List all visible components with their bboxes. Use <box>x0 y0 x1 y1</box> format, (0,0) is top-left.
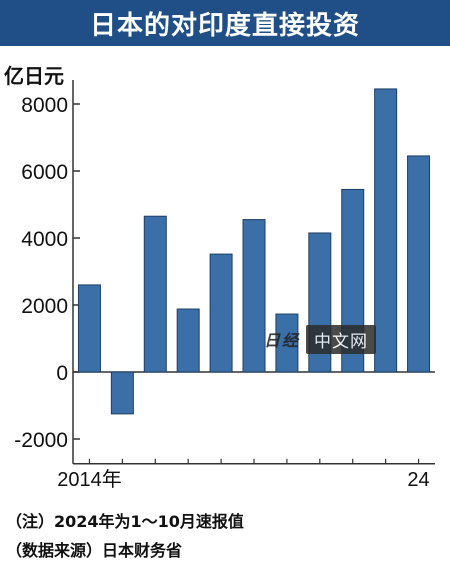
bar <box>374 88 398 373</box>
bar <box>209 253 233 373</box>
tick-labels: -2000 0 2000 4000 6000 8000 2014年 24 <box>14 94 429 490</box>
y-tick-label: 6000 <box>21 161 68 184</box>
watermark: 日经 中文网 <box>258 324 423 354</box>
bars <box>77 88 431 415</box>
watermark-logo: 日经 <box>264 331 301 350</box>
bar <box>275 313 299 373</box>
watermark-text: 中文网 <box>306 324 377 354</box>
source-note: （数据来源）日本财务省 <box>6 541 183 560</box>
y-tick-label: 8000 <box>21 94 68 117</box>
y-tick-label: -2000 <box>14 429 68 452</box>
bar <box>77 284 101 373</box>
x-tick-label: 2014年 <box>57 468 122 490</box>
footnote: （注）2024年为1～10月速报值 <box>6 512 244 531</box>
y-tick-label: 2000 <box>21 295 68 318</box>
x-tick-label: 24 <box>407 469 429 490</box>
bar <box>242 219 266 373</box>
bar <box>407 155 431 373</box>
y-tick-label: 4000 <box>21 228 68 251</box>
y-unit-label: 亿日元 <box>4 64 64 88</box>
bar-chart: -2000 0 2000 4000 6000 8000 2014年 24 <box>14 80 435 490</box>
chart-title: 日本的对印度直接投资 <box>0 0 450 46</box>
bar <box>110 371 134 415</box>
y-tick-label: 0 <box>56 362 68 385</box>
bar <box>176 308 200 373</box>
bar <box>143 215 167 373</box>
